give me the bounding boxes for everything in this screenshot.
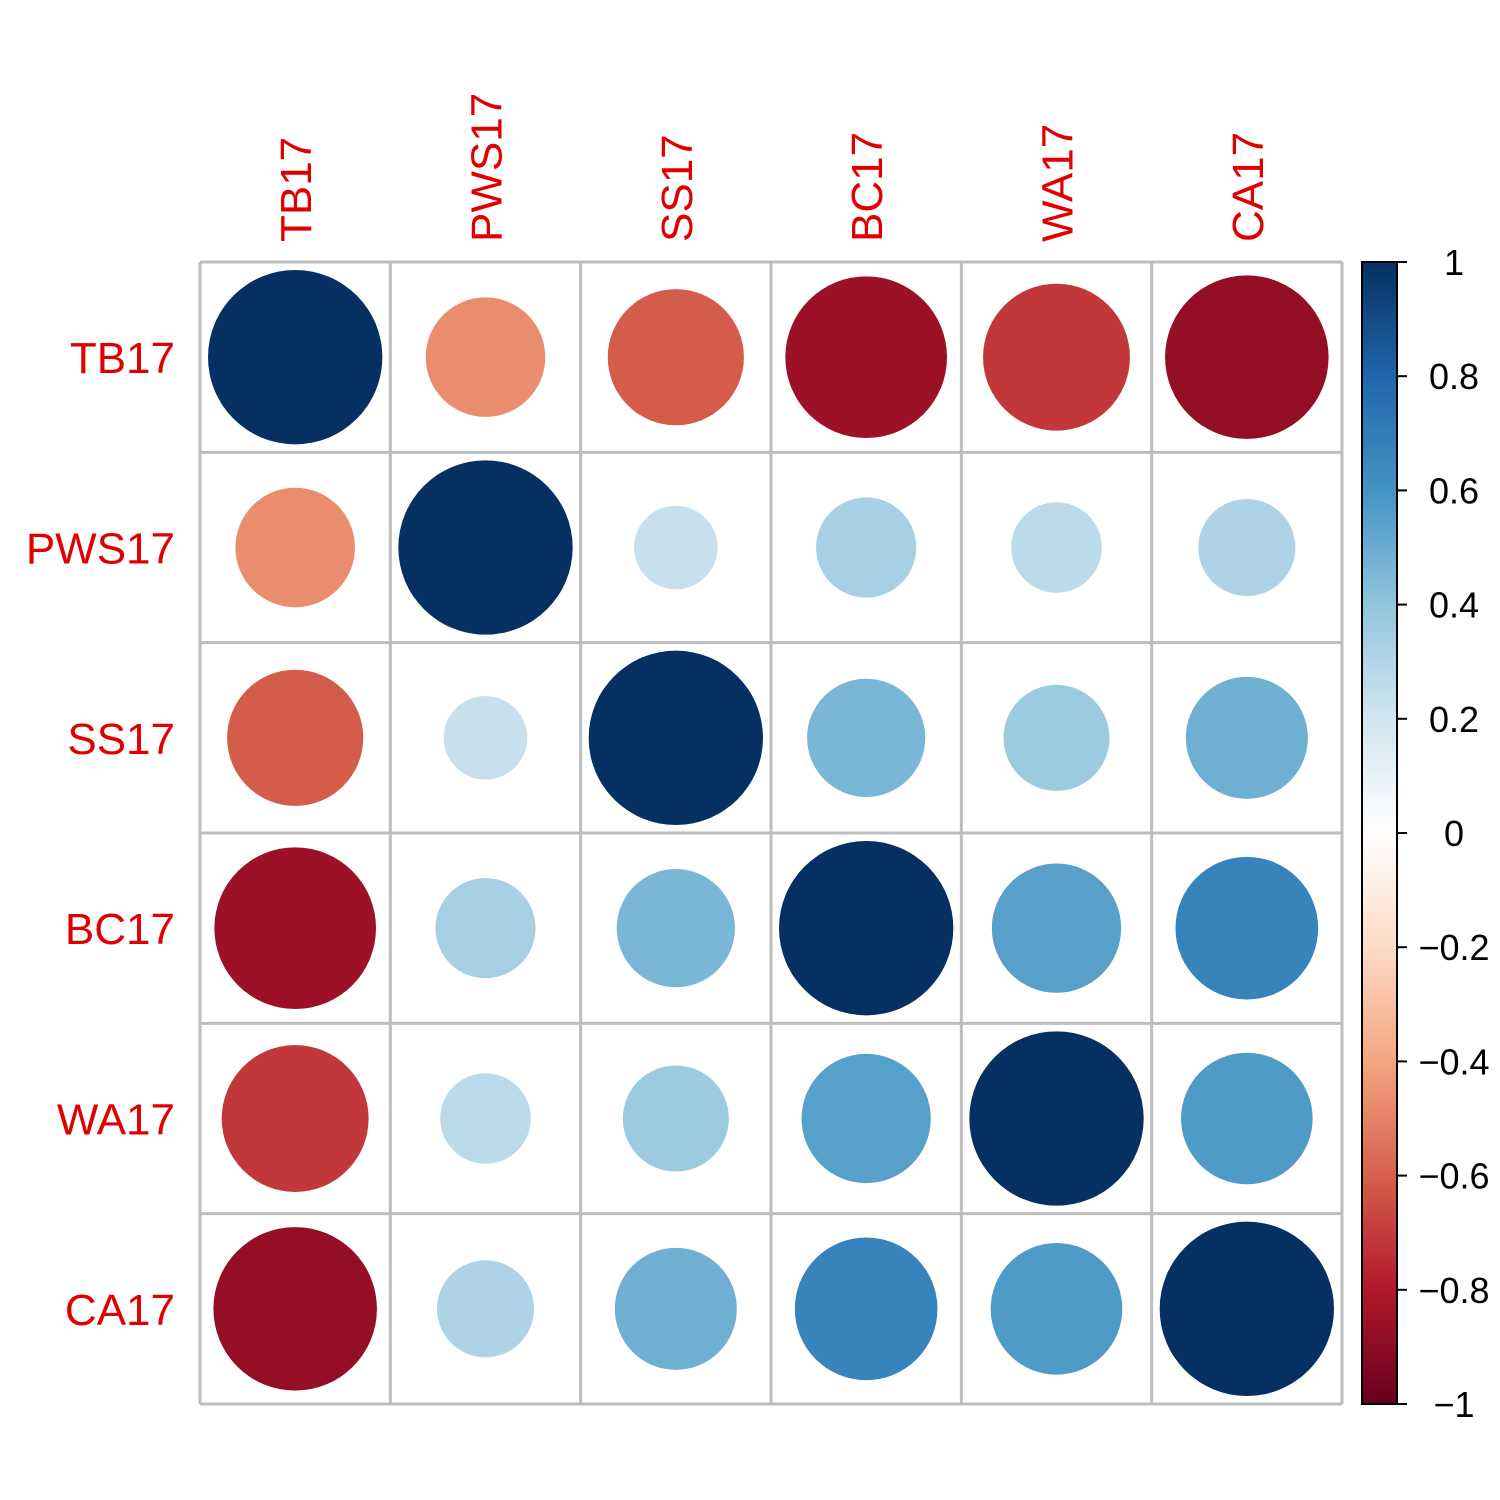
column-labels: TB17 PWS17 SS17 BC17 WA17 CA17 bbox=[272, 93, 1273, 242]
colorbar-tick-label: 0.4 bbox=[1429, 585, 1479, 626]
cell-ss17-tb17 bbox=[227, 669, 364, 806]
correlation-cells bbox=[208, 270, 1335, 1397]
row-labels: TB17 PWS17 SS17 BC17 WA17 CA17 bbox=[26, 334, 175, 1335]
cell-pws17-ss17 bbox=[634, 505, 718, 590]
cell-wa17-ss17 bbox=[622, 1065, 729, 1172]
cell-tb17-wa17 bbox=[983, 283, 1130, 431]
cell-wa17-ca17 bbox=[1181, 1052, 1313, 1185]
cell-bc17-wa17 bbox=[991, 863, 1122, 993]
cell-tb17-ss17 bbox=[607, 289, 744, 426]
column-label: BC17 bbox=[843, 132, 892, 242]
colorbar-tick-label: 0.2 bbox=[1429, 699, 1479, 740]
row-label: PWS17 bbox=[26, 525, 175, 574]
cell-wa17-wa17 bbox=[969, 1031, 1144, 1206]
column-label: WA17 bbox=[1034, 124, 1083, 242]
column-label: CA17 bbox=[1224, 132, 1273, 242]
colorbar-tick-label: −0.2 bbox=[1418, 927, 1489, 968]
cell-wa17-tb17 bbox=[221, 1045, 369, 1192]
cell-bc17-ss17 bbox=[616, 869, 735, 988]
row-label: BC17 bbox=[65, 905, 175, 954]
colorbar-tick-label: −1 bbox=[1433, 1384, 1474, 1425]
colorbar-tick-label: 0 bbox=[1444, 813, 1464, 854]
cell-bc17-ca17 bbox=[1175, 856, 1319, 1000]
colorbar-tick-label: 0.6 bbox=[1429, 470, 1479, 511]
row-label: CA17 bbox=[65, 1286, 175, 1335]
cell-pws17-bc17 bbox=[816, 497, 917, 598]
cell-ca17-bc17 bbox=[794, 1237, 938, 1381]
cell-bc17-tb17 bbox=[214, 847, 377, 1010]
cell-ca17-pws17 bbox=[436, 1260, 535, 1358]
cell-pws17-tb17 bbox=[235, 487, 355, 608]
cell-ca17-ca17 bbox=[1159, 1221, 1335, 1397]
cell-bc17-pws17 bbox=[435, 878, 536, 979]
cell-ss17-ss17 bbox=[588, 650, 763, 825]
colorbar-tick-label: 0.8 bbox=[1429, 356, 1479, 397]
cell-tb17-bc17 bbox=[785, 276, 948, 439]
cell-ss17-ca17 bbox=[1185, 676, 1308, 799]
cell-pws17-pws17 bbox=[398, 460, 573, 635]
cell-wa17-pws17 bbox=[440, 1073, 531, 1164]
row-label: SS17 bbox=[67, 715, 175, 764]
colorbar-tick-label: −0.8 bbox=[1418, 1270, 1489, 1311]
cell-ss17-bc17 bbox=[807, 678, 926, 797]
cell-ss17-wa17 bbox=[1003, 684, 1110, 791]
cell-pws17-wa17 bbox=[1011, 502, 1102, 593]
row-label: WA17 bbox=[57, 1096, 175, 1145]
row-label: TB17 bbox=[70, 334, 175, 383]
cell-wa17-bc17 bbox=[801, 1053, 931, 1184]
cell-tb17-ca17 bbox=[1165, 275, 1329, 439]
column-label: SS17 bbox=[653, 134, 702, 242]
colorbar-tick-label: 1 bbox=[1444, 242, 1464, 283]
colorbar-tick-label: −0.6 bbox=[1418, 1156, 1489, 1197]
grid-lines bbox=[198, 260, 1344, 1406]
colorbar-ticks: 1 0.8 0.6 0.4 0.2 0 −0.2 −0.4 −0.6 −0.8 −1 bbox=[1397, 242, 1490, 1425]
cell-ca17-ss17 bbox=[614, 1247, 737, 1370]
colorbar bbox=[1361, 261, 1398, 1405]
cell-tb17-pws17 bbox=[425, 297, 546, 417]
column-label: PWS17 bbox=[463, 93, 512, 242]
cell-pws17-ca17 bbox=[1198, 498, 1296, 597]
cell-ca17-tb17 bbox=[213, 1227, 377, 1391]
cell-ca17-wa17 bbox=[990, 1243, 1123, 1375]
cell-ss17-pws17 bbox=[443, 696, 528, 780]
colorbar-tick-label: −0.4 bbox=[1418, 1041, 1489, 1082]
cell-tb17-tb17 bbox=[208, 270, 383, 445]
color-legend: 1 0.8 0.6 0.4 0.2 0 −0.2 −0.4 −0.6 −0.8 −1 bbox=[1361, 242, 1490, 1425]
cell-bc17-bc17 bbox=[779, 841, 954, 1016]
column-label: TB17 bbox=[272, 137, 321, 242]
